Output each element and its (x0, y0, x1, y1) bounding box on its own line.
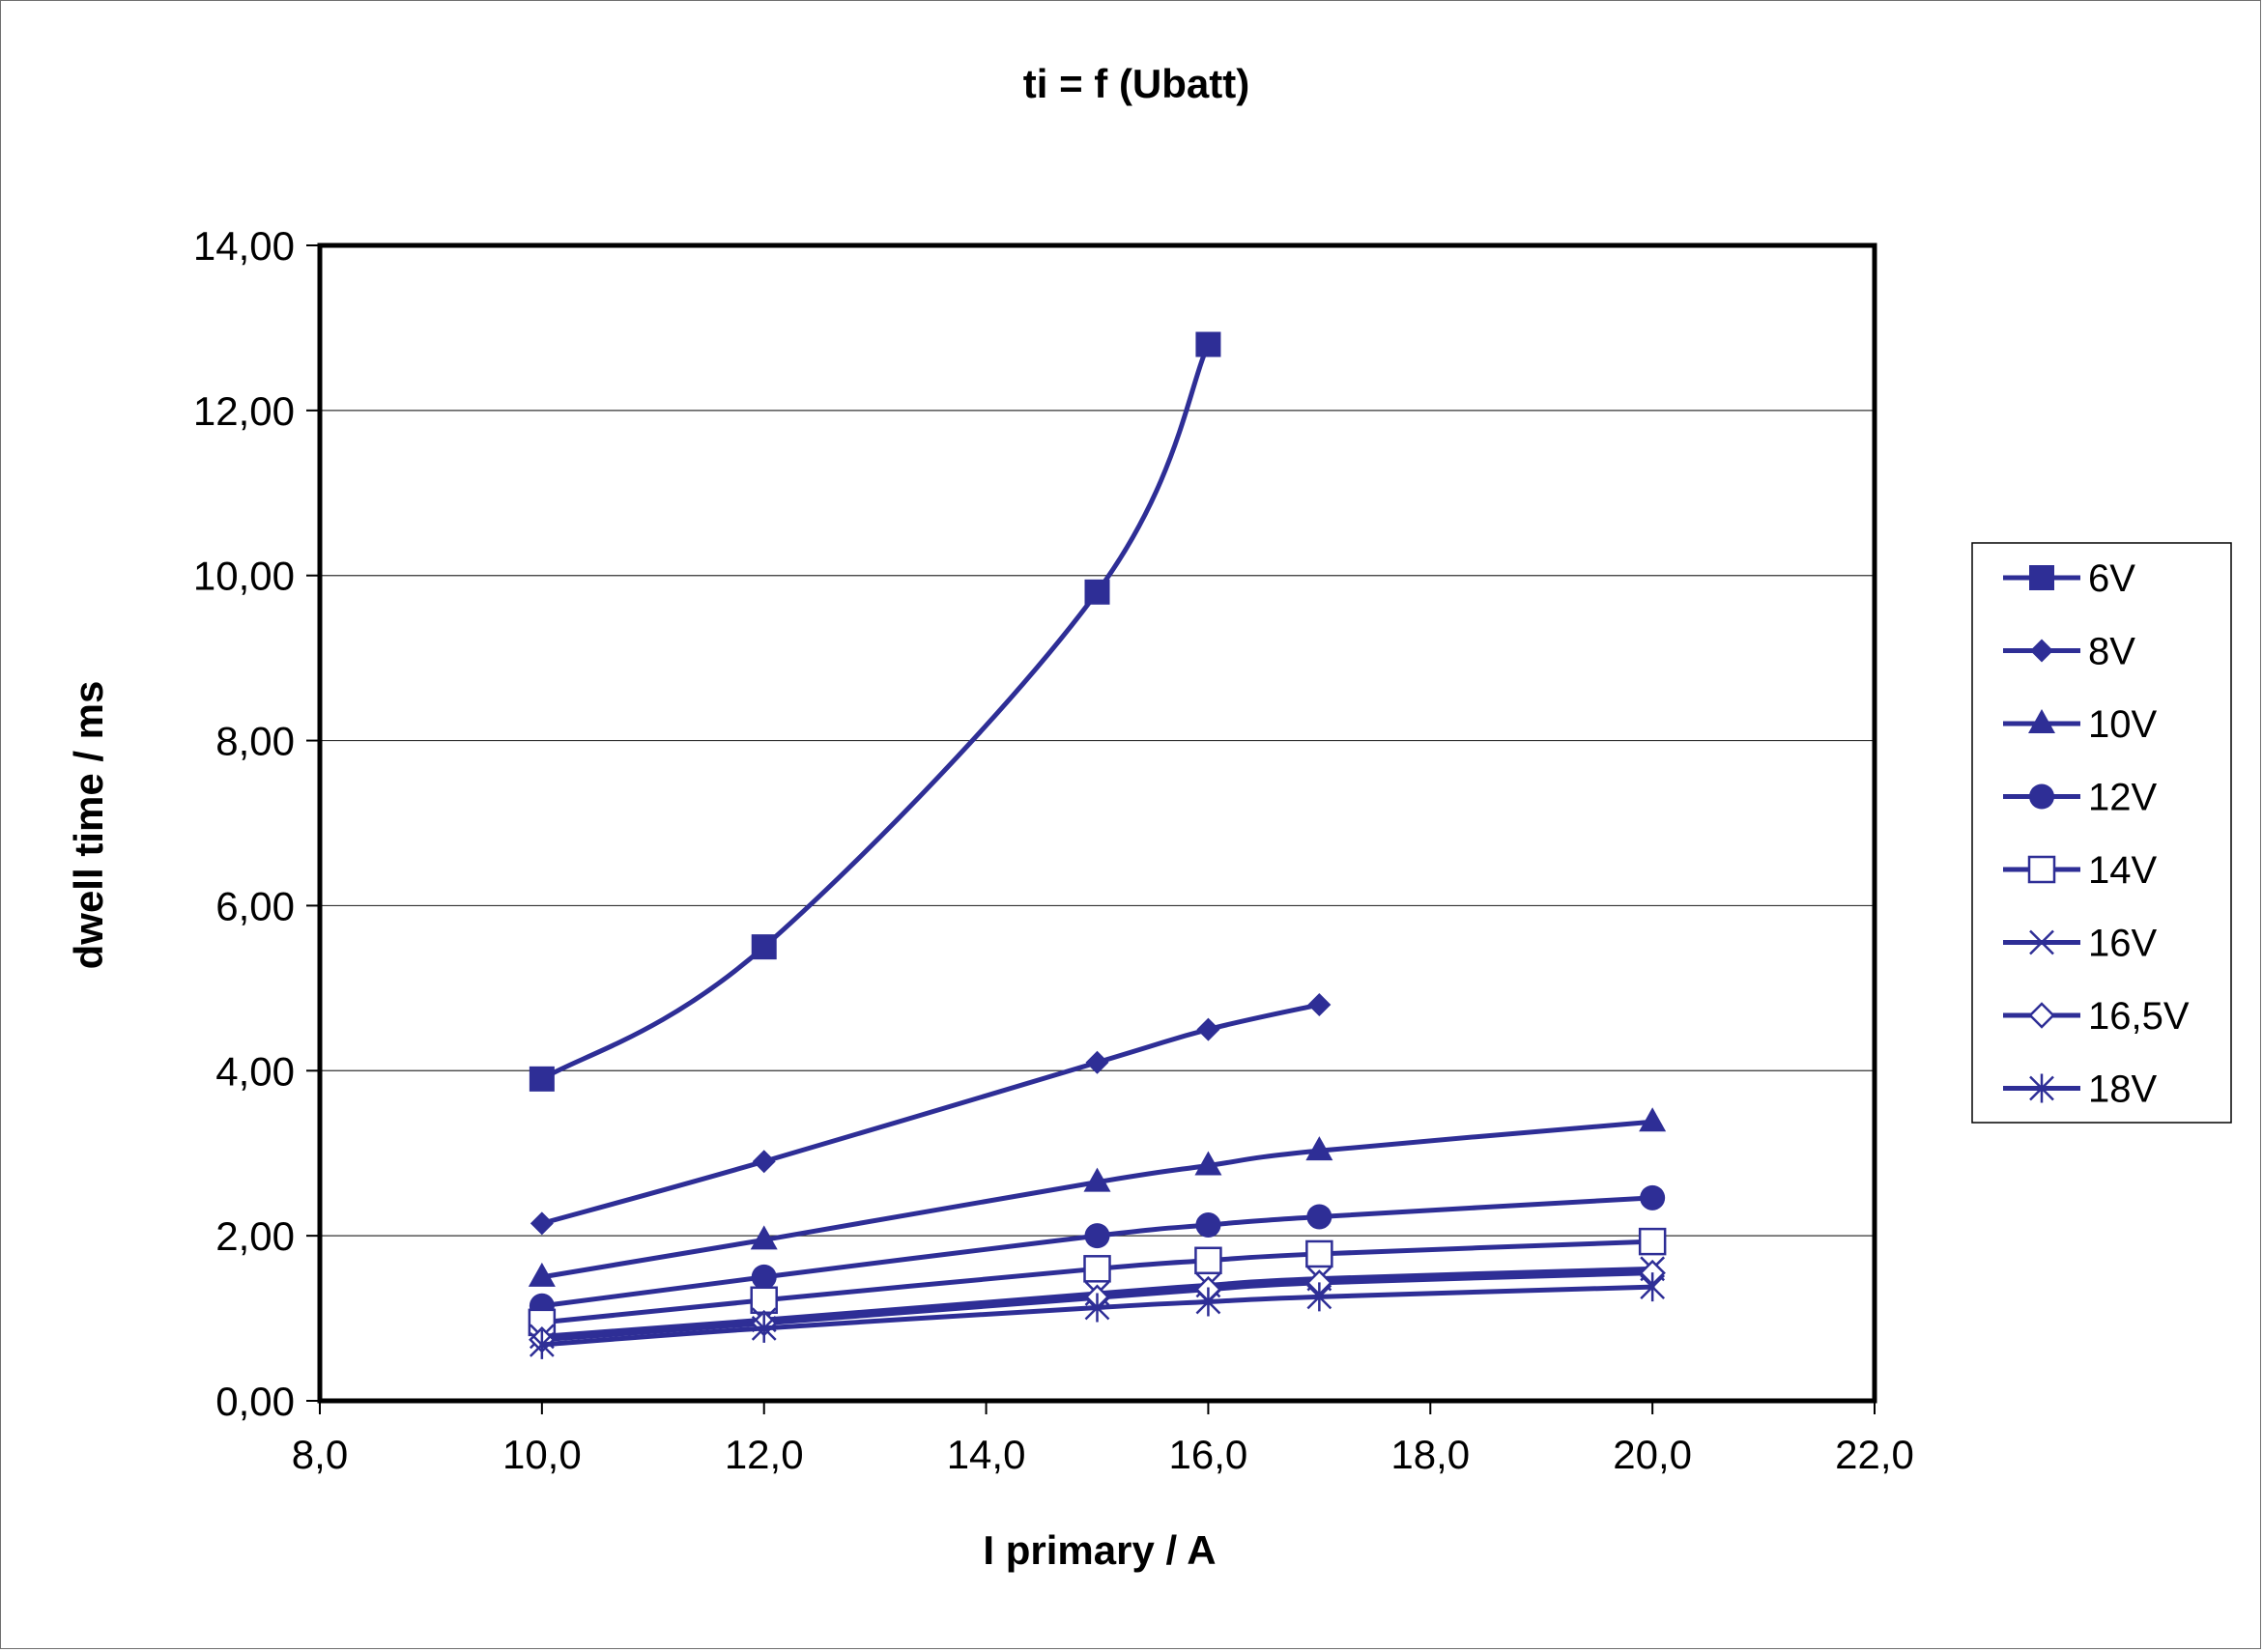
legend: 6V 8V 10V 12V 14V 16V 16,5V 18V (1971, 542, 2232, 1124)
x-axis-title: I primary / A (983, 1527, 1216, 1573)
data-point (1084, 579, 1110, 605)
data-point (1083, 1255, 1111, 1283)
data-point (752, 1150, 776, 1174)
legend-label: 18V (2088, 1068, 2157, 1111)
series-8V (530, 992, 1332, 1236)
legend-marker (2028, 1002, 2055, 1029)
data-point (528, 1262, 556, 1287)
data-point (1195, 1287, 1221, 1317)
series-line (539, 1119, 1655, 1280)
y-axis-title: dwell time / ms (66, 681, 111, 970)
data-point (1639, 1107, 1667, 1132)
series-18V (529, 1272, 1666, 1359)
y-tick-label: 12,00 (193, 388, 295, 434)
series-layer (528, 331, 1667, 1359)
plot-area-border (317, 242, 1877, 1404)
data-point (1083, 1167, 1111, 1192)
data-point (1306, 1204, 1332, 1230)
legend-label: 8V (2088, 631, 2135, 673)
legend-item: 12V (2003, 777, 2157, 819)
x-tick-label: 8,0 (292, 1432, 348, 1477)
series-line (539, 1270, 1655, 1343)
legend-label: 16V (2088, 923, 2157, 965)
x-tick-label: 12,0 (725, 1432, 804, 1477)
x-tick-label: 22,0 (1835, 1432, 1914, 1477)
legend-marker (2029, 929, 2054, 955)
y-tick-label: 6,00 (215, 883, 295, 928)
series-line (539, 342, 1211, 1082)
legend-marker (2028, 709, 2055, 733)
legend-item: 18V (2003, 1068, 2157, 1111)
legend-marker (2029, 1073, 2054, 1103)
legend-label: 12V (2088, 777, 2157, 819)
x-tick-label: 10,0 (502, 1432, 582, 1477)
series-line (539, 1002, 1322, 1226)
legend-marker (2027, 855, 2056, 884)
x-tick-label: 16,0 (1169, 1432, 1248, 1477)
y-tick-label: 2,00 (215, 1213, 295, 1259)
series-line (539, 1284, 1655, 1348)
data-point (1194, 1246, 1222, 1275)
x-tick-label: 20,0 (1613, 1432, 1692, 1477)
data-point (1640, 1272, 1666, 1302)
data-point (1194, 1151, 1222, 1176)
legend-item: 10V (2003, 703, 2157, 746)
y-tick-label: 10,00 (193, 554, 295, 599)
data-point (1196, 1017, 1220, 1041)
chart-title: ti = f (Ubatt) (1023, 61, 1249, 106)
legend-marker (2029, 783, 2054, 810)
legend-label: 6V (2088, 557, 2135, 600)
data-point (751, 1313, 777, 1343)
data-point (751, 934, 777, 960)
data-point (529, 1066, 555, 1092)
series-10V (528, 1107, 1667, 1287)
data-point (750, 1286, 778, 1315)
data-point (1195, 331, 1221, 357)
y-tick-label: 8,00 (215, 719, 295, 764)
legend-item: 16,5V (2003, 995, 2190, 1038)
legend-item: 16V (2003, 923, 2157, 965)
data-point (1306, 1282, 1332, 1312)
legend-item: 8V (2003, 631, 2135, 673)
series-14V (528, 1227, 1667, 1337)
data-point (1084, 1293, 1110, 1323)
data-point (1640, 1184, 1666, 1211)
data-point (1305, 1239, 1333, 1268)
data-point (1084, 1223, 1110, 1249)
legend-item: 14V (2003, 849, 2157, 892)
legend-marker (2030, 639, 2053, 663)
legend-marker (2029, 565, 2054, 590)
legend-label: 16,5V (2088, 995, 2190, 1038)
data-point (529, 1329, 555, 1359)
series-line (539, 1195, 1655, 1309)
y-tick-label: 0,00 (215, 1379, 295, 1424)
x-tick-label: 18,0 (1390, 1432, 1470, 1477)
data-point (1085, 1050, 1109, 1074)
series-line (539, 1266, 1655, 1339)
data-point (1638, 1227, 1667, 1256)
gridlines (320, 410, 1875, 1237)
y-tick-label: 14,00 (193, 223, 295, 269)
series-12V (529, 1184, 1666, 1319)
series-line (539, 1239, 1655, 1325)
data-point (1305, 1136, 1333, 1161)
axes: 0,00 2,00 4,00 6,00 8,00 10,00 12,00 14,00 8,0 10… (193, 223, 1914, 1477)
data-point (750, 1225, 778, 1250)
data-point (1195, 1212, 1221, 1239)
x-tick-label: 14,0 (947, 1432, 1026, 1477)
legend-item: 6V (2003, 557, 2135, 600)
y-tick-label: 4,00 (215, 1048, 295, 1094)
data-point (530, 1211, 554, 1236)
data-point (751, 1264, 777, 1290)
legend-label: 14V (2088, 849, 2157, 892)
data-point (1307, 992, 1332, 1016)
legend-box (1971, 542, 2232, 1124)
legend-label: 10V (2088, 703, 2157, 746)
series-6V (529, 331, 1221, 1092)
